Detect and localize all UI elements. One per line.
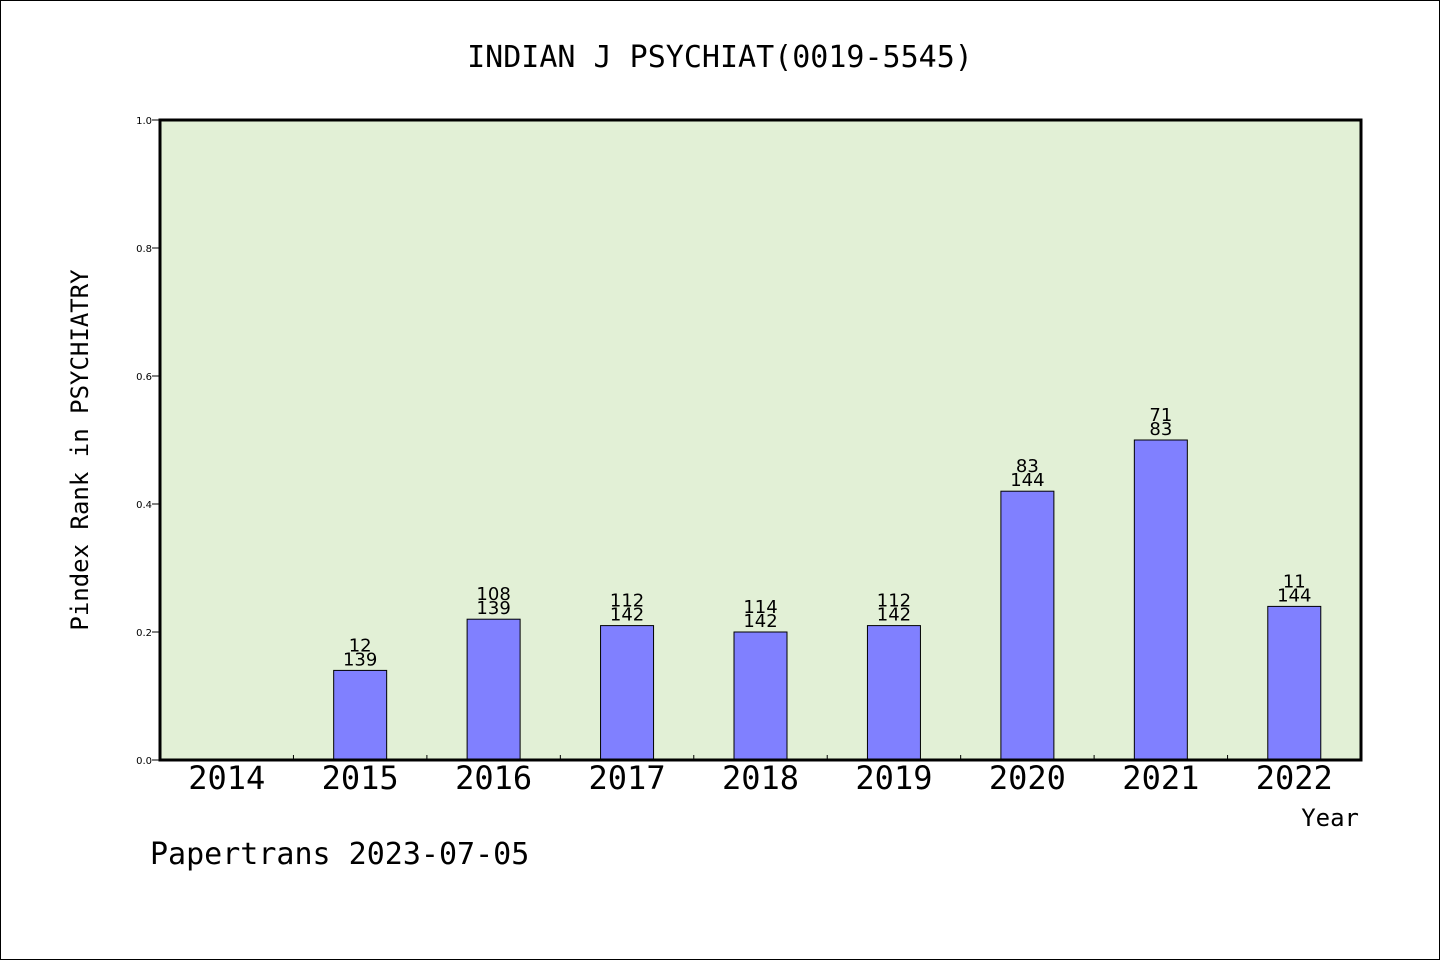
x-tick-label: 2016: [455, 759, 532, 797]
x-tick-label: 2022: [1256, 759, 1333, 797]
y-tick-label: 0.6: [136, 372, 152, 383]
bar-rank-label: 12: [349, 635, 372, 656]
x-tick-label: 2018: [722, 759, 799, 797]
bars-group: [333, 439, 1322, 761]
x-axis: 2014 2015 2016 2017 2018 2019 2020 2021 2022: [188, 755, 1333, 797]
x-tick-label: 2019: [855, 759, 932, 797]
x-tick-label: 2014: [188, 759, 265, 797]
bar-total-label: 139: [476, 598, 510, 619]
x-tick-label: 2017: [589, 759, 666, 797]
y-tick-label: 0.2: [136, 628, 152, 639]
chart-title: INDIAN J PSYCHIAT(0019-5545): [467, 40, 973, 75]
bar-2022: [1267, 605, 1322, 761]
bar-rank-label: 108: [476, 584, 510, 605]
bar-2016: [466, 618, 521, 761]
y-tick-label: 0.8: [136, 244, 152, 255]
y-tick-label: 0.0: [136, 756, 152, 767]
bar-2015: [333, 669, 388, 761]
bar-total-label: 144: [1010, 470, 1044, 491]
bar-total-label: 142: [743, 611, 777, 632]
bar-total-label: 144: [1277, 585, 1311, 606]
bar-total-label: 142: [610, 605, 644, 626]
x-tick-label: 2021: [1122, 759, 1199, 797]
bar-2021: [1133, 439, 1188, 761]
x-axis-label: Year: [1301, 804, 1359, 832]
y-axis-label: Pindex Rank in PSYCHIATRY: [66, 269, 94, 631]
bar-rank-label: 112: [877, 591, 911, 612]
bar-total-label: 139: [343, 649, 377, 670]
bar-rank-label: 114: [743, 597, 777, 618]
bar-2017: [600, 625, 655, 761]
bar-rank-label: 83: [1016, 456, 1039, 477]
watermark-text: Papertrans 2023-07-05: [150, 837, 529, 872]
bar-rank-label: 11: [1283, 571, 1306, 592]
bar-2020: [1000, 490, 1055, 761]
y-axis: 0.0 0.2 0.4 0.6 0.8 1.0: [136, 116, 160, 767]
y-tick-label: 0.4: [136, 500, 152, 511]
bar-2018: [733, 631, 788, 761]
y-tick-label: 1.0: [136, 116, 152, 127]
bar-2019: [866, 625, 921, 761]
plot-border: [158, 118, 1363, 762]
bar-total-label: 142: [877, 605, 911, 626]
bar-rank-label: 112: [610, 591, 644, 612]
bar-total-label: 83: [1149, 419, 1172, 440]
x-tick-label: 2020: [989, 759, 1066, 797]
x-tick-label: 2015: [322, 759, 399, 797]
bar-rank-label: 71: [1149, 405, 1172, 426]
